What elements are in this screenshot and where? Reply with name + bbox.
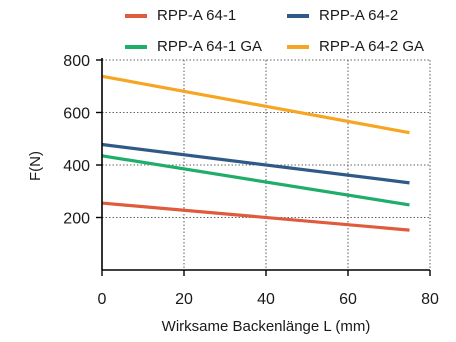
legend-swatch-rpp-a-64-2 xyxy=(287,13,309,18)
x-tick-label-80: 80 xyxy=(421,291,439,308)
y-axis-title: F(N) xyxy=(27,151,44,181)
y-tick-label-400: 400 xyxy=(63,158,90,175)
series-line-1 xyxy=(101,142,410,185)
legend-label-rpp-a-64-2: RPP-A 64-2 xyxy=(319,7,399,24)
x-tick-label-20: 20 xyxy=(175,291,193,308)
legend-swatch-rpp-a-64-1-ga xyxy=(125,44,147,49)
legend-label-rpp-a-64-1-ga: RPP-A 64-1 GA xyxy=(157,38,263,55)
legend-swatch-rpp-a-64-2-ga xyxy=(287,44,309,49)
x-tick-label-40: 40 xyxy=(257,291,275,308)
legend-item-rpp-a-64-1: RPP-A 64-1 xyxy=(125,7,236,24)
y-tick-label-200: 200 xyxy=(63,211,90,228)
legend-swatch-rpp-a-64-1 xyxy=(125,13,147,18)
series-line-3 xyxy=(101,74,410,135)
legend-item-rpp-a-64-2: RPP-A 64-2 xyxy=(287,7,398,24)
series-line-2 xyxy=(101,154,410,207)
series-lines xyxy=(101,74,410,232)
axes xyxy=(96,58,431,276)
series-line-0 xyxy=(101,201,410,232)
x-tick-label-0: 0 xyxy=(98,291,107,308)
y-tick-label-600: 600 xyxy=(63,106,90,123)
x-axis-title: Wirksame Backenlänge L (mm) xyxy=(162,318,371,335)
legend-label-rpp-a-64-2-ga: RPP-A 64-2 GA xyxy=(319,38,425,55)
legend: RPP-A 64-1 RPP-A 64-2 RPP-A 64-1 GA RPP-… xyxy=(0,0,456,60)
legend-item-rpp-a-64-1-ga: RPP-A 64-1 GA xyxy=(125,38,262,55)
y-tick-label-800: 800 xyxy=(63,53,90,70)
legend-label-rpp-a-64-1: RPP-A 64-1 xyxy=(157,7,237,24)
legend-item-rpp-a-64-2-ga: RPP-A 64-2 GA xyxy=(287,38,424,55)
tick-labels: 0 20 40 60 80 200 400 600 800 xyxy=(63,53,439,308)
x-tick-label-60: 60 xyxy=(339,291,357,308)
grid xyxy=(102,59,431,270)
